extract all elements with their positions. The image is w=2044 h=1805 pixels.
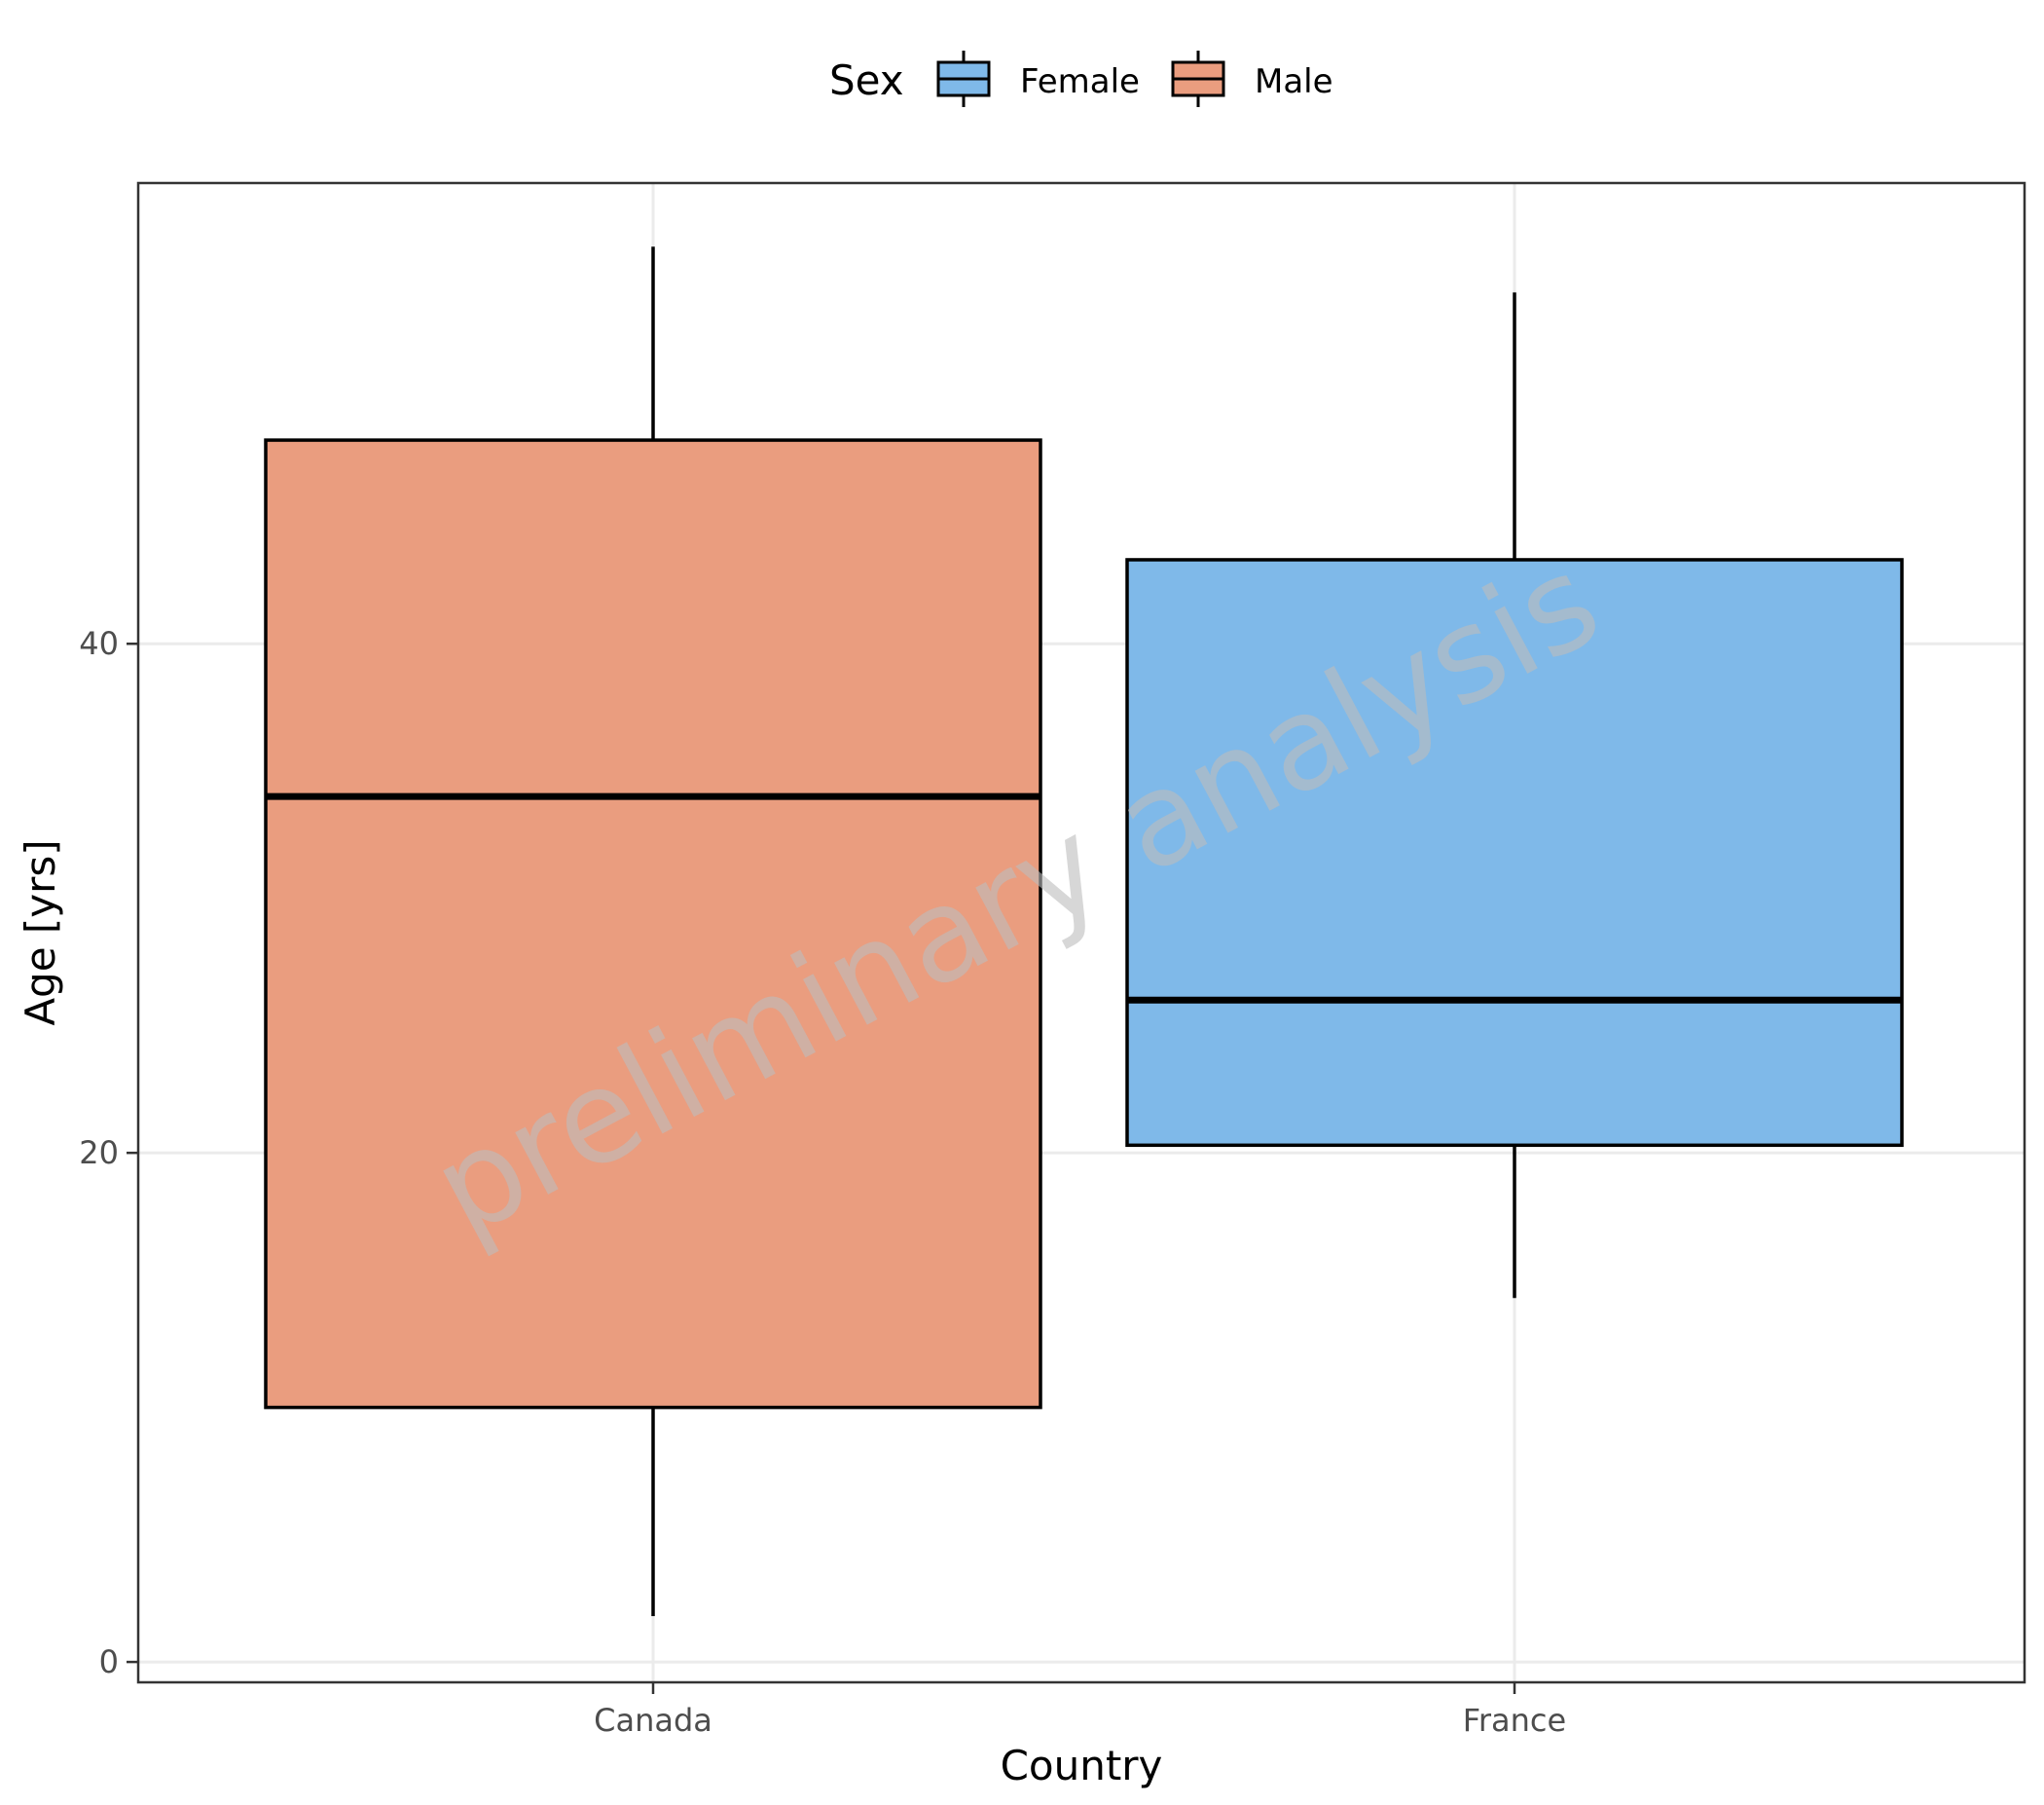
y-tick-label: 40 xyxy=(79,625,119,662)
box-iqr xyxy=(264,438,1042,1410)
y-tick-label: 0 xyxy=(99,1643,119,1680)
x-axis: Canada France xyxy=(594,1682,1566,1739)
plot-panel: preliminary analysis xyxy=(136,181,2026,1684)
x-tick-label: France xyxy=(1463,1702,1566,1739)
box-canada xyxy=(264,246,1042,1617)
legend: Sex Female Male xyxy=(829,51,1333,107)
legend-key-female xyxy=(936,51,991,107)
y-axis-title: Age [yrs] xyxy=(17,839,64,1025)
box-france xyxy=(1125,292,1904,1299)
x-tick-label: Canada xyxy=(594,1702,712,1739)
panel-border xyxy=(136,181,2026,1684)
x-axis-title: Country xyxy=(1001,1742,1163,1789)
legend-label: Female xyxy=(1020,62,1140,101)
box-iqr xyxy=(1125,558,1904,1148)
y-tick-label: 20 xyxy=(79,1134,119,1171)
legend-label: Male xyxy=(1255,62,1333,101)
box-series xyxy=(264,246,1904,1617)
legend-title: Sex xyxy=(829,56,904,104)
legend-key-male xyxy=(1171,51,1225,107)
y-axis: 0 20 40 xyxy=(79,625,138,1680)
